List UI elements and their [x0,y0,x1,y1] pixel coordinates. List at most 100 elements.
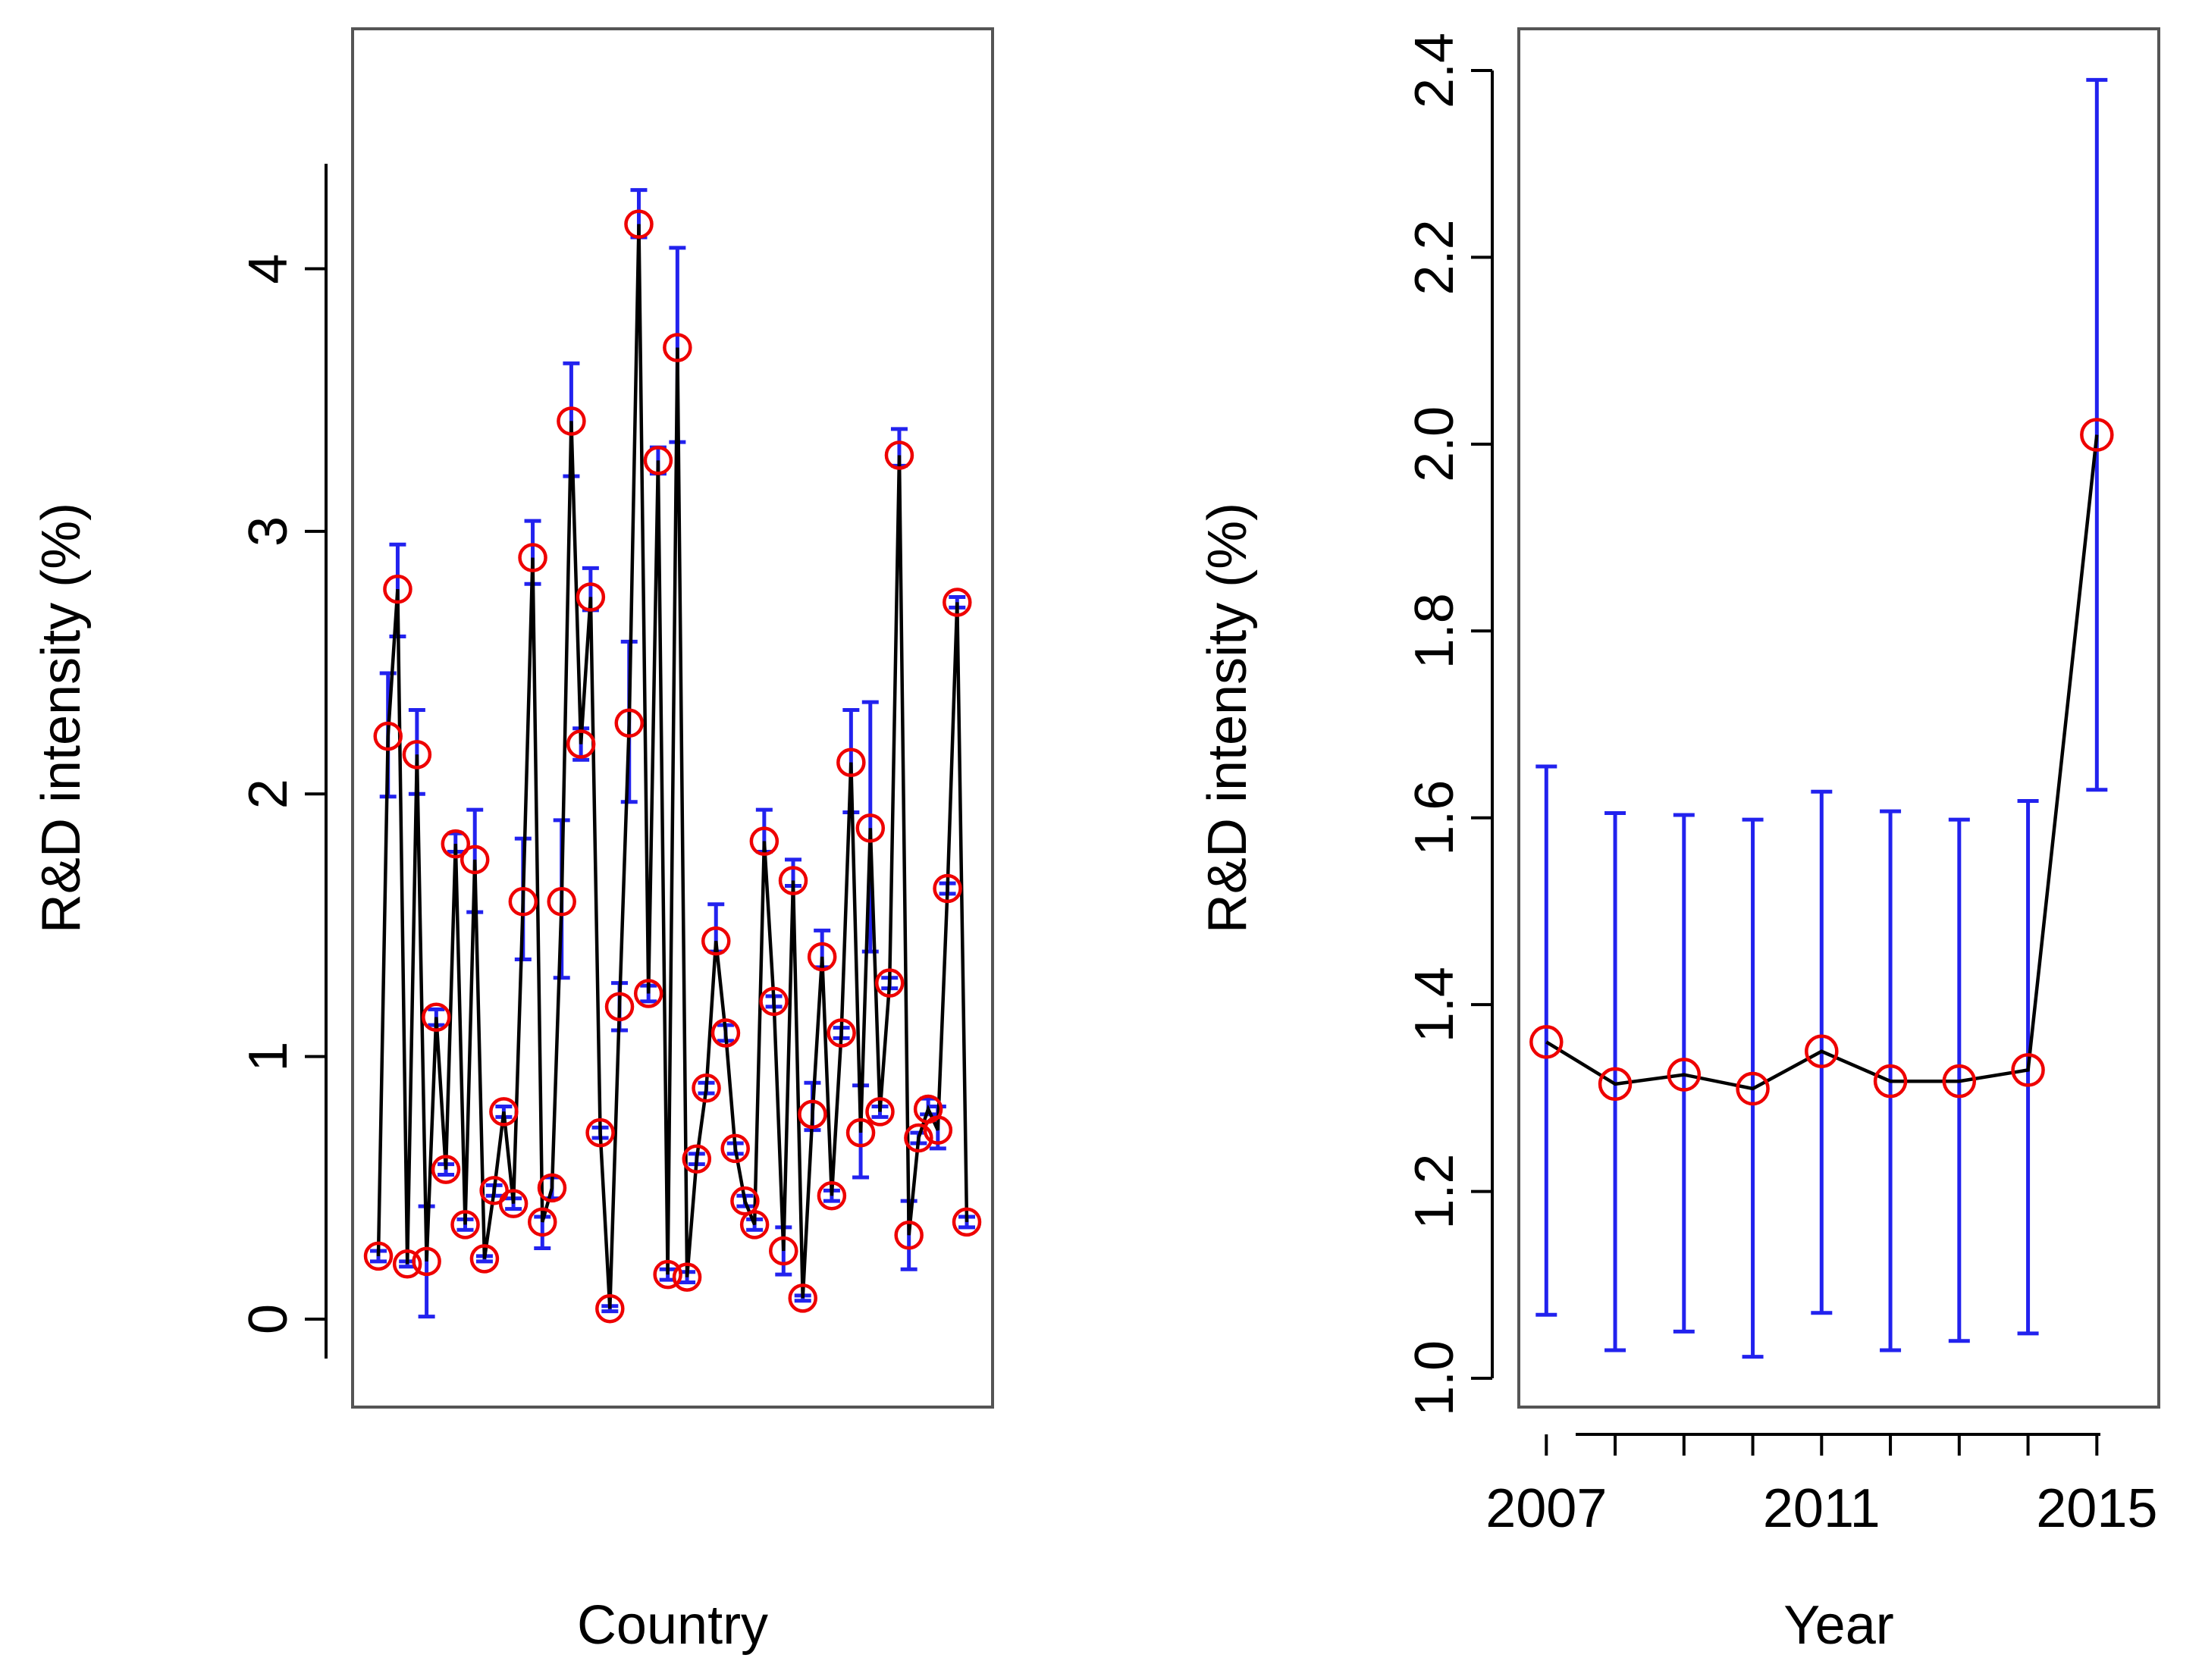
left-data-point [759,986,789,1017]
left-data-point [663,333,692,362]
right-x-tick-label: 2011 [1763,1478,1880,1539]
left-data-point [431,1155,461,1184]
left-data-point [566,729,596,759]
right-plot-frame [1517,27,2160,1409]
left-data-point [498,1189,529,1218]
right-data-point [2011,1053,2045,1087]
left-y-tick-label: 3 [238,516,299,547]
left-data-point [720,1133,750,1164]
left-data-point [402,740,432,769]
left-data-point [884,440,914,470]
left-x-axis-title: Country [577,1595,768,1656]
left-y-tick-label: 1 [238,1042,299,1072]
left-data-point [749,826,779,856]
right-data-point [1667,1058,1702,1092]
left-data-point [422,1002,451,1032]
left-data-point [557,406,586,436]
right-chart-panel: 1.0 1.2 1.4 1.6 1.8 2.0 2.2 2.4 2007 2011 2015 Ye… [1197,27,2160,1656]
left-data-point [817,1180,847,1211]
left-data-point [412,1246,441,1277]
left-data-point [363,1241,394,1271]
left-data-point [692,1073,721,1103]
right-y-ticks: 1.0 1.2 1.4 1.6 1.8 2.0 2.2 2.4 [1404,33,1492,1416]
right-y-tick-label: 2.0 [1404,406,1465,482]
right-data-point [1598,1067,1633,1102]
right-data-point [1873,1064,1908,1099]
right-data-point [2080,418,2114,452]
left-data-point [576,582,606,612]
right-x-ticks: 2007 2011 2015 [1485,1434,2157,1539]
left-data-point [383,574,412,604]
left-plot-frame [351,27,994,1409]
left-data-point [943,588,972,617]
left-data-point [923,1115,953,1145]
left-chart-panel: 0 1 2 3 4 Country R&D intensity (%) [31,27,994,1656]
left-data-point [788,1284,817,1313]
left-data-point [537,1173,567,1203]
left-data-point [460,845,490,875]
left-data-point [633,979,663,1008]
left-data-point [710,1018,741,1048]
left-data-point [450,1210,480,1240]
left-data-point [469,1244,500,1274]
left-data-point [653,1259,682,1290]
left-data-point [874,968,905,998]
right-x-tick-label: 2015 [2036,1478,2157,1539]
right-y-tick-label: 1.4 [1404,967,1465,1042]
left-data-point [836,748,866,777]
left-data-point [547,887,576,917]
right-data-point [1736,1071,1770,1106]
left-data-point [739,1210,770,1240]
right-data-points [1529,418,2114,1106]
left-series-line [376,224,969,1309]
left-data-point [682,1144,712,1174]
left-data-point [769,1236,798,1266]
left-y-tick-label: 2 [238,779,299,809]
right-data-point [1805,1034,1839,1068]
left-data-point [489,1097,519,1127]
left-data-point [585,1117,615,1148]
left-data-point [479,1176,509,1205]
left-data-point [933,873,962,904]
right-y-tick-label: 1.6 [1404,780,1465,856]
left-data-point [701,926,731,956]
left-y-tick-label: 4 [238,254,299,284]
left-data-point [518,543,547,572]
right-x-tick-label: 2007 [1485,1478,1607,1539]
right-y-tick-label: 1.0 [1404,1340,1465,1416]
left-y-ticks: 0 1 2 3 4 [238,254,326,1334]
left-data-point [392,1249,422,1279]
right-y-tick-label: 2.4 [1404,33,1465,108]
right-y-tick-label: 1.2 [1404,1154,1465,1230]
right-x-axis-title: Year [1783,1595,1893,1656]
left-data-point [672,1262,702,1292]
left-data-point [441,829,471,859]
right-y-tick-label: 1.8 [1404,593,1465,669]
left-y-axis-title: R&D intensity (%) [31,503,92,933]
left-data-point [508,887,538,917]
left-data-point [643,446,673,475]
right-y-axis-title: R&D intensity (%) [1197,503,1258,933]
left-data-point [845,1117,876,1148]
left-data-point [904,1123,933,1153]
left-data-point [894,1220,924,1250]
left-data-point [614,708,645,738]
left-data-point [865,1097,895,1127]
left-data-point [807,942,837,972]
left-data-point [952,1207,982,1237]
right-data-point [1942,1064,1977,1099]
left-data-point [595,1293,625,1324]
right-series-line [1545,434,2099,1091]
left-data-point [855,813,886,843]
right-y-tick-label: 2.2 [1404,219,1465,295]
left-data-point [624,209,654,239]
left-data-points [363,209,982,1324]
left-y-tick-label: 0 [238,1304,299,1334]
left-data-point [827,1018,856,1048]
right-data-point [1529,1025,1564,1059]
left-data-point [798,1099,827,1130]
left-data-point [778,866,808,895]
left-data-point [528,1207,557,1237]
right-error-bars [1535,77,2108,1359]
